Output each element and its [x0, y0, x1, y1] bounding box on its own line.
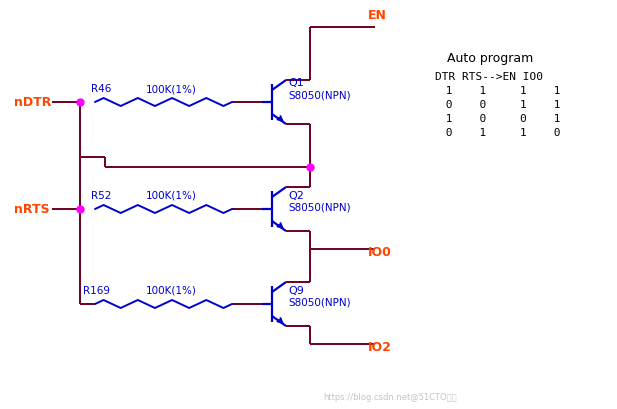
Text: Q1: Q1 [288, 78, 304, 88]
Text: 100K(1%): 100K(1%) [146, 84, 196, 94]
Text: S8050(NPN): S8050(NPN) [288, 90, 350, 100]
Text: IO0: IO0 [368, 245, 392, 258]
Text: 1    0     0    1: 1 0 0 1 [439, 114, 560, 124]
Text: 0    1     1    0: 0 1 1 0 [439, 128, 560, 138]
Text: EN: EN [368, 9, 387, 22]
Text: R52: R52 [91, 191, 112, 200]
Text: R169: R169 [83, 285, 110, 295]
Text: S8050(NPN): S8050(NPN) [288, 202, 350, 213]
Text: 1    1     1    1: 1 1 1 1 [439, 86, 560, 96]
Text: 100K(1%): 100K(1%) [146, 191, 196, 200]
Text: Auto program: Auto program [447, 52, 533, 65]
Text: S8050(NPN): S8050(NPN) [288, 297, 350, 307]
Text: https://blog.csdn.net@51CTO博客: https://blog.csdn.net@51CTO博客 [323, 392, 457, 401]
Text: Q9: Q9 [288, 285, 304, 295]
Text: 0    0     1    1: 0 0 1 1 [439, 100, 560, 110]
Text: Q2: Q2 [288, 191, 304, 200]
Text: R46: R46 [91, 84, 112, 94]
Text: nDTR: nDTR [14, 96, 51, 109]
Text: 100K(1%): 100K(1%) [146, 285, 196, 295]
Text: IO2: IO2 [368, 340, 392, 353]
Text: nRTS: nRTS [14, 203, 49, 216]
Text: DTR RTS-->EN IO0: DTR RTS-->EN IO0 [435, 72, 543, 82]
